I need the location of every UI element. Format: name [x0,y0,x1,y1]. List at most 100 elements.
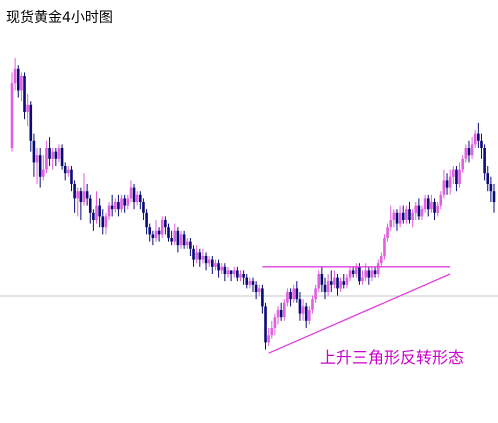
candle-body [70,169,73,184]
candle [10,72,14,152]
candle-body [395,212,399,224]
candle-body [426,198,430,210]
candle-body [145,212,148,228]
candle [232,266,236,278]
candle [452,166,455,184]
candle-body [354,266,358,274]
candle [13,58,17,91]
candle [229,270,233,282]
candle-body [185,241,189,246]
candle-body [76,191,80,199]
candle [276,306,280,325]
candle [95,191,98,224]
rising-support-line [268,273,451,354]
candle [317,270,321,292]
candle-body [113,202,117,210]
candle-body [23,76,26,112]
candle-body [79,191,83,202]
candle-body [20,76,23,91]
candle [386,223,389,242]
candle-body [489,184,493,192]
candle-body [48,148,51,159]
candle-body [88,198,92,213]
candle [23,72,26,120]
candle-body [229,270,233,274]
candle [426,194,430,217]
candle [113,198,117,213]
candle-body [386,227,389,238]
candle [16,65,20,98]
candle-body [423,198,427,210]
candle-body [455,169,458,184]
candle [226,266,230,278]
candle-body [120,198,123,210]
candle [176,227,180,253]
candle-body [276,310,280,318]
candle [198,248,202,267]
candle-body [376,263,380,274]
candle-body [292,288,295,300]
candle [51,148,54,170]
candle-body [436,205,439,213]
candle-body [261,288,264,307]
candle [223,263,227,282]
candle-body [170,238,173,242]
candle-body [57,148,61,159]
candle-body [473,133,477,145]
candle [38,148,42,188]
candle [101,209,105,235]
candle-body [232,270,236,274]
candle [292,284,295,303]
candle [170,230,173,246]
candle [342,274,346,289]
candle-body [311,299,314,310]
candle [85,184,89,206]
candle [98,198,101,228]
candle-body [242,274,245,278]
candle-body [480,140,483,148]
candle-body [45,148,48,170]
candle-body [104,216,108,228]
candle-body [367,270,371,278]
candle-body [251,281,255,285]
candle-body [51,151,54,159]
candle-body [289,292,292,300]
candle [201,248,205,264]
candle [157,227,161,242]
candle [351,266,355,278]
candle [442,169,446,199]
candle-body [317,274,321,289]
candle-body [110,205,114,210]
candle-body [117,202,120,210]
candle [54,148,58,166]
candle-body [160,220,164,235]
candle [373,266,377,278]
candle [361,270,364,285]
candle-body [348,270,352,278]
candle-body [304,306,308,321]
candle [211,256,214,274]
candle-body [452,169,455,177]
candle-body [236,270,239,278]
candle-body [189,241,192,249]
candle [383,234,386,260]
candle [242,270,245,285]
candle [126,194,130,210]
candle-body [273,317,277,328]
candle [298,292,302,321]
candle-body [42,169,45,177]
candle [60,144,64,170]
candle [139,191,142,210]
candle [145,209,148,235]
candle [104,212,108,235]
candle [142,198,145,220]
candle-body [342,281,346,285]
candle [82,173,86,206]
candle [251,277,255,292]
candle-body [405,209,408,220]
candle [301,299,305,321]
candle-body [226,270,230,274]
candle-body [401,212,405,220]
candle-body [220,266,223,271]
candle-body [370,270,374,278]
